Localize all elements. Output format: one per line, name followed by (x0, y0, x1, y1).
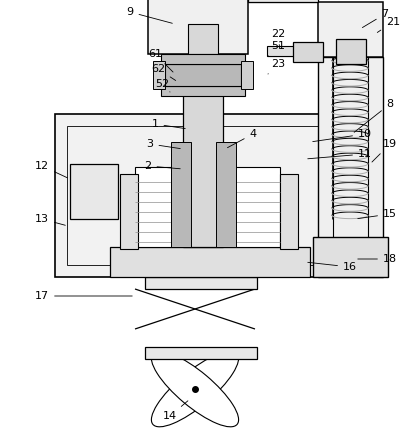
Text: 2: 2 (144, 161, 180, 171)
Bar (160, 54, 244, 64)
Bar (110, 247, 309, 277)
Bar (148, 0, 247, 54)
Text: 22: 22 (270, 29, 284, 48)
Text: 20: 20 (0, 443, 1, 444)
Text: 16: 16 (307, 262, 356, 272)
Text: 62: 62 (150, 64, 175, 80)
Bar (266, 46, 317, 56)
Text: 15: 15 (357, 209, 396, 219)
Text: 11: 11 (307, 149, 371, 159)
Bar (312, 237, 387, 277)
Bar (135, 167, 279, 247)
Bar (279, 174, 297, 249)
Text: 10: 10 (312, 129, 371, 142)
Text: 23: 23 (267, 59, 284, 74)
Bar (215, 142, 235, 247)
Bar (247, 0, 317, 2)
Bar (170, 142, 190, 247)
Bar (70, 164, 118, 219)
Text: 7: 7 (361, 9, 388, 28)
Text: 17: 17 (35, 291, 132, 301)
Text: 9: 9 (126, 7, 172, 23)
Bar (145, 347, 256, 359)
Ellipse shape (151, 351, 238, 427)
Text: 1: 1 (151, 119, 185, 129)
Text: 19: 19 (371, 139, 396, 162)
Bar (292, 42, 322, 62)
Text: 4: 4 (227, 129, 256, 148)
Bar (153, 61, 164, 89)
Bar (55, 114, 354, 277)
Text: 14: 14 (162, 401, 187, 421)
Bar (145, 277, 256, 289)
Text: 12: 12 (35, 161, 67, 178)
Text: 52: 52 (154, 79, 170, 92)
Bar (160, 86, 244, 96)
Bar (120, 174, 138, 249)
Text: 8: 8 (353, 99, 393, 132)
Bar (67, 126, 342, 265)
Bar (182, 92, 223, 247)
Bar (164, 64, 241, 86)
Text: 13: 13 (35, 214, 65, 225)
Text: 61: 61 (148, 49, 172, 72)
Bar (335, 39, 365, 64)
Bar (188, 24, 217, 54)
Text: 51: 51 (267, 41, 284, 56)
Text: 21: 21 (377, 17, 399, 32)
Bar (317, 2, 382, 57)
Bar (317, 57, 382, 277)
Ellipse shape (151, 351, 238, 427)
Text: 18: 18 (357, 254, 396, 264)
Text: 3: 3 (146, 139, 180, 149)
Bar (241, 61, 252, 89)
